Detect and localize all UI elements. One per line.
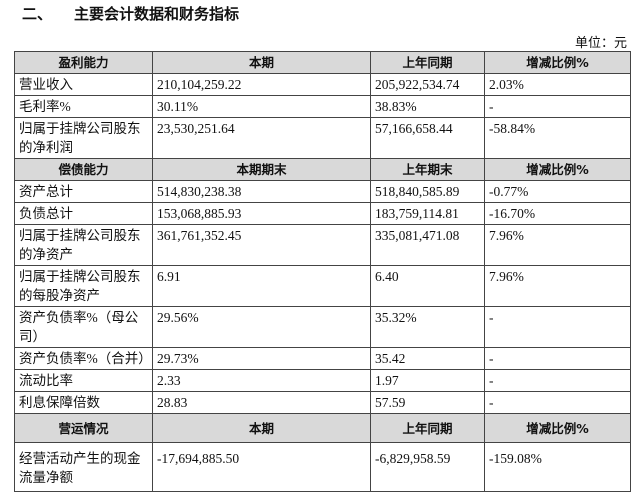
value-cell: - <box>484 347 631 370</box>
header-cell: 本期 <box>152 51 371 74</box>
value-cell: - <box>484 95 631 118</box>
data-row: 资产负债率%（合并） 29.73% 35.42- <box>14 347 631 370</box>
row-label: 归属于挂牌公司股东的净利润 <box>14 117 153 159</box>
header-cell: 增减比例% <box>484 413 631 443</box>
header-cell: 本期 <box>152 413 371 443</box>
row-label: 归属于挂牌公司股东的每股净资产 <box>14 265 153 307</box>
section-header-row: 盈利能力 本期 上年同期 增减比例% <box>14 51 631 74</box>
header-cell: 营运情况 <box>14 413 153 443</box>
value-cell: 1.97 <box>370 369 485 392</box>
value-cell: 57.59 <box>370 391 485 414</box>
value-cell: 2.03% <box>484 73 631 96</box>
header-cell: 偿债能力 <box>14 158 153 181</box>
value-cell: 6.91 <box>152 265 371 307</box>
row-label: 归属于挂牌公司股东的净资产 <box>14 224 153 266</box>
value-cell: 28.83 <box>152 391 371 414</box>
value-cell: 153,068,885.93 <box>152 202 371 225</box>
section-header-row: 营运情况 本期 上年同期 增减比例% <box>14 413 631 443</box>
row-label: 资产总计 <box>14 180 153 203</box>
header-cell: 增减比例% <box>484 158 631 181</box>
table-body: 盈利能力 本期 上年同期 增减比例% 营业收入 210,104,259.22 205,922… <box>14 51 631 492</box>
value-cell: 35.32% <box>370 306 485 348</box>
data-row: 营业收入 210,104,259.22 205,922,534.74 2.03% <box>14 73 631 96</box>
value-cell: 23,530,251.64 <box>152 117 371 159</box>
row-label: 经营活动产生的现金流量净额 <box>14 442 153 492</box>
row-label: 利息保障倍数 <box>14 391 153 414</box>
row-label: 营业收入 <box>14 73 153 96</box>
value-cell: 29.73% <box>152 347 371 370</box>
value-cell: 205,922,534.74 <box>370 73 485 96</box>
value-cell: -17,694,885.50 <box>152 442 371 492</box>
value-cell: 514,830,238.38 <box>152 180 371 203</box>
value-cell: 29.56% <box>152 306 371 348</box>
value-cell: 210,104,259.22 <box>152 73 371 96</box>
value-cell: 2.33 <box>152 369 371 392</box>
data-row: 毛利率% 30.11% 38.83% - <box>14 95 631 118</box>
row-label: 流动比率 <box>14 369 153 392</box>
data-row: 资产负债率%（母公司） 29.56% 35.32% - <box>14 306 631 348</box>
row-label: 负债总计 <box>14 202 153 225</box>
header-cell: 盈利能力 <box>14 51 153 74</box>
value-cell: 335,081,471.08 <box>370 224 485 266</box>
value-cell: -159.08% <box>484 442 631 492</box>
data-row: 归属于挂牌公司股东的净利润 23,530,251.64 57,166,658.44-… <box>14 117 631 159</box>
value-cell: -6,829,958.59 <box>370 442 485 492</box>
value-cell: 38.83% <box>370 95 485 118</box>
value-cell: -58.84% <box>484 117 631 159</box>
value-cell: 361,761,352.45 <box>152 224 371 266</box>
unit-note: 单位：元 <box>574 35 627 50</box>
header-cell: 增减比例% <box>484 51 631 74</box>
value-cell: 30.11% <box>152 95 371 118</box>
value-cell: 35.42 <box>370 347 485 370</box>
heading: 二、 主要会计数据和财务指标 <box>22 3 239 24</box>
heading-number: 二、 <box>22 5 53 23</box>
value-cell: 57,166,658.44 <box>370 117 485 159</box>
data-row: 经营活动产生的现金流量净额 -17,694,885.50 -6,829,958.59… <box>14 442 631 492</box>
header-cell: 上年期末 <box>370 158 485 181</box>
value-cell: -0.77% <box>484 180 631 203</box>
data-row: 归属于挂牌公司股东的净资产 361,761,352.45 335,081,471.0… <box>14 224 631 266</box>
data-row: 归属于挂牌公司股东的每股净资产 6.91 6.40 7.96% <box>14 265 631 307</box>
data-row: 资产总计 514,830,238.38 518,840,585.89 -0.77% <box>14 180 631 203</box>
value-cell: 6.40 <box>370 265 485 307</box>
header-cell: 上年同期 <box>370 413 485 443</box>
section-header-row: 偿债能力 本期期末 上年期末 增减比例% <box>14 158 631 181</box>
value-cell: 518,840,585.89 <box>370 180 485 203</box>
value-cell: 183,759,114.81 <box>370 202 485 225</box>
data-row: 流动比率 2.33 1.97- <box>14 369 631 392</box>
value-cell: - <box>484 306 631 348</box>
data-row: 利息保障倍数 28.83 57.59- <box>14 391 631 414</box>
value-cell: 7.96% <box>484 265 631 307</box>
value-cell: 7.96% <box>484 224 631 266</box>
value-cell: -16.70% <box>484 202 631 225</box>
value-cell: - <box>484 369 631 392</box>
row-label: 资产负债率%（合并） <box>14 347 153 370</box>
financial-table: 盈利能力 本期 上年同期 增减比例% 营业收入 210,104,259.22 205,922… <box>14 51 631 492</box>
row-label: 毛利率% <box>14 95 153 118</box>
header-cell: 上年同期 <box>370 51 485 74</box>
header-cell: 本期期末 <box>152 158 371 181</box>
heading-title: 主要会计数据和财务指标 <box>74 5 240 23</box>
value-cell: - <box>484 391 631 414</box>
row-label: 资产负债率%（母公司） <box>14 306 153 348</box>
page: 二、 主要会计数据和财务指标 单位：元 盈利能力 本期 上年同期 增减比例% 营业收入 21… <box>14 3 631 492</box>
data-row: 负债总计 153,068,885.93 183,759,114.81 -16.70% <box>14 202 631 225</box>
